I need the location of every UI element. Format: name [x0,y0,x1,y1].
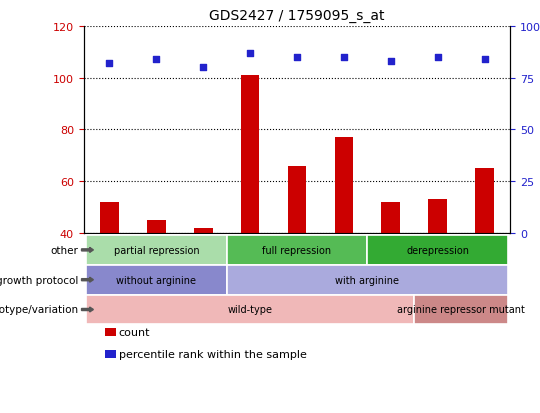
Text: growth protocol: growth protocol [0,275,78,285]
Text: genotype/variation: genotype/variation [0,305,78,315]
Point [433,55,442,61]
Point [246,50,254,57]
Point [199,65,207,71]
Point [293,55,301,61]
Point [387,59,395,65]
Bar [381,202,400,233]
Text: other: other [50,245,78,255]
Bar [428,200,447,233]
Text: arginine repressor mutant: arginine repressor mutant [397,305,525,315]
Point [480,57,489,63]
Title: GDS2427 / 1759095_s_at: GDS2427 / 1759095_s_at [210,9,384,23]
Bar [100,202,119,233]
Text: count: count [119,328,150,337]
Bar [241,76,260,233]
Bar [194,228,213,233]
Point [340,55,348,61]
Text: percentile rank within the sample: percentile rank within the sample [119,349,307,359]
Text: wild-type: wild-type [228,305,273,315]
Point [152,57,161,63]
Point [105,61,114,67]
Text: with arginine: with arginine [335,275,399,285]
Text: full repression: full repression [262,245,332,255]
Bar [147,221,166,233]
Text: derepression: derepression [406,245,469,255]
Text: without arginine: without arginine [116,275,197,285]
Bar [334,138,353,233]
Bar [288,166,306,233]
Bar [475,169,494,233]
Text: partial repression: partial repression [113,245,199,255]
